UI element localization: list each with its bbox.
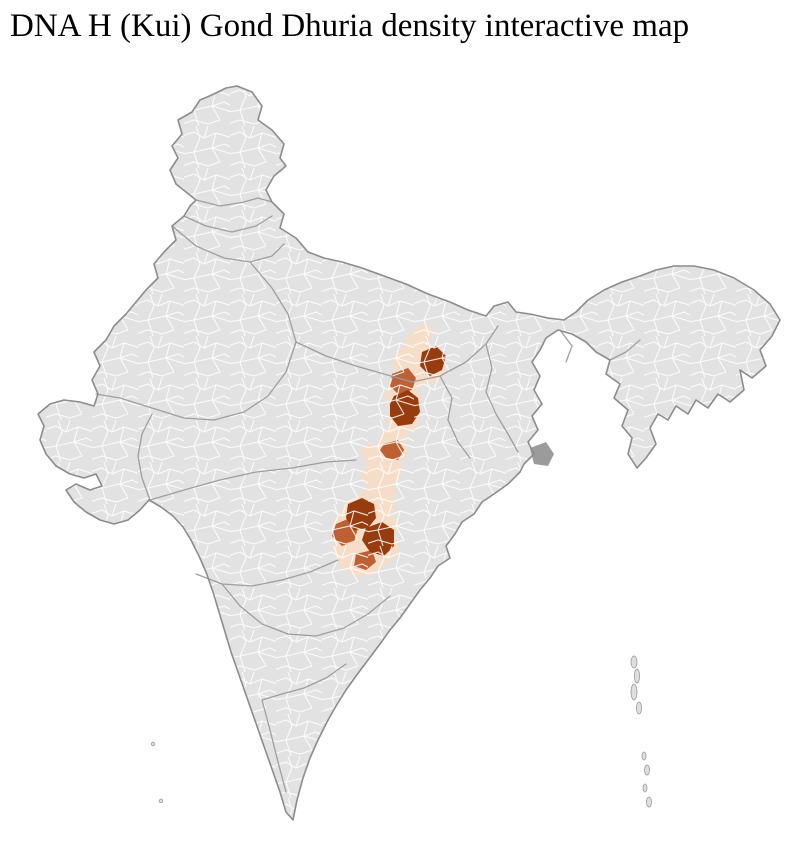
state-border-up-south bbox=[295, 325, 499, 383]
state-border-tamilnadu bbox=[261, 663, 347, 701]
state-border-ne-2 bbox=[609, 339, 641, 361]
state-border-kerala bbox=[261, 699, 287, 793]
state-border-rajasthan bbox=[95, 261, 297, 421]
state-border-jharkhand-wb bbox=[485, 343, 519, 453]
state-border-jk bbox=[195, 197, 273, 207]
state-border-ap-karnataka bbox=[221, 583, 391, 637]
state-border-gujarat-east bbox=[137, 413, 153, 501]
state-borders bbox=[95, 197, 641, 793]
district-boundaries-overlay bbox=[38, 86, 780, 820]
state-border-mp-maharashtra bbox=[149, 459, 357, 501]
island[interactable] bbox=[642, 783, 648, 793]
page-title: DNA H (Kui) Gond Dhuria density interact… bbox=[10, 8, 690, 44]
lakshadweep-islands[interactable] bbox=[150, 741, 164, 804]
state-border-bihar bbox=[439, 375, 471, 459]
island[interactable] bbox=[644, 764, 650, 776]
island[interactable] bbox=[636, 701, 643, 715]
andaman-nicobar-islands[interactable] bbox=[630, 655, 652, 808]
island[interactable] bbox=[630, 655, 638, 669]
island[interactable] bbox=[150, 741, 156, 747]
island[interactable] bbox=[634, 668, 641, 684]
state-border-maharashtra-south bbox=[195, 559, 339, 587]
island[interactable] bbox=[641, 751, 647, 761]
state-border-hp bbox=[183, 215, 273, 233]
state-border-ne-1 bbox=[559, 329, 573, 363]
island[interactable] bbox=[158, 798, 164, 804]
island[interactable] bbox=[630, 683, 638, 701]
district-nodata[interactable] bbox=[530, 442, 554, 466]
island[interactable] bbox=[646, 796, 652, 808]
state-border-punjab bbox=[171, 225, 285, 263]
